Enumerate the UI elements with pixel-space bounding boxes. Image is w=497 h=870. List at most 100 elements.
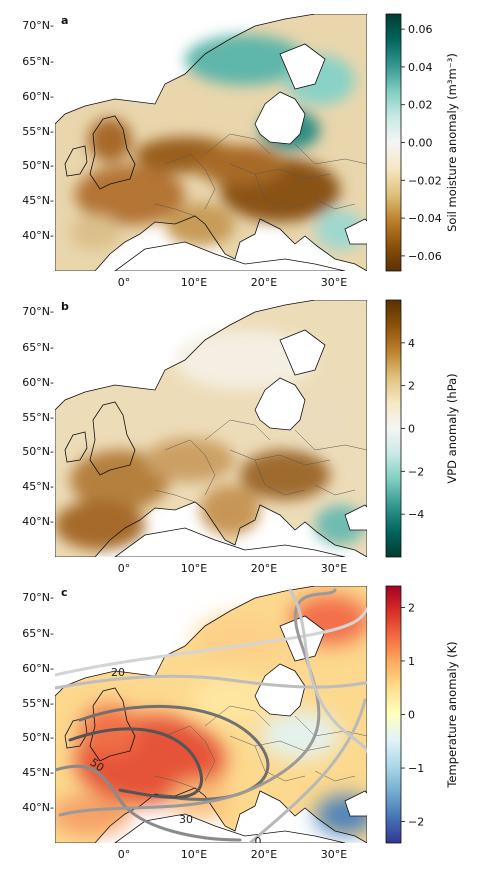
lat-tick-label: 70°N- <box>22 591 54 604</box>
contour-line <box>288 588 367 754</box>
country-border <box>229 163 331 180</box>
coastline-ireland <box>64 431 88 463</box>
panel-c-contours <box>55 588 367 843</box>
colorbar: 2 1 0 −1 −2 Temperature anomaly (K) <box>385 585 459 844</box>
lat-tick-label: 55°N- <box>22 125 54 138</box>
contour-line <box>58 588 337 817</box>
lon-tick-label: 10°E <box>181 562 207 575</box>
lat-tick-label: 50°N- <box>22 445 54 458</box>
contour-label: 0 <box>255 835 262 848</box>
colorbar-tick-label: 1 <box>408 655 415 668</box>
colorbar: 0.06 0.04 0.02 0.00 −0.02 −0.04 −0.06 Soil mois… <box>385 13 459 272</box>
panel-letter: c <box>61 586 68 599</box>
colorbar-tick-label: 0.06 <box>408 23 433 36</box>
lat-tick-label: 65°N- <box>22 55 54 68</box>
colorbar-tick-label: 0.04 <box>408 61 433 74</box>
lat-tick-label: 40°N- <box>22 515 54 528</box>
colorbar-tick-label: −1 <box>408 762 424 775</box>
country-border <box>154 203 196 217</box>
colorbar-tick-label: 0.02 <box>408 99 433 112</box>
mediterranean-sea <box>114 527 346 557</box>
colorbar: 4 2 0 −2 −4 VPD anomaly (hPa) <box>385 299 459 558</box>
country-border <box>314 770 356 782</box>
lat-tick-label: 50°N- <box>22 159 54 172</box>
colorbar-tick-label: −2 <box>408 816 424 829</box>
mediterranean-sea <box>114 813 346 843</box>
colorbar-tick-label: −0.06 <box>408 250 442 263</box>
contour-label: 30 <box>179 813 193 826</box>
baltic-sea <box>254 663 306 717</box>
lon-tick-label: 30°E <box>321 276 347 289</box>
colorbar-gradient-bar <box>385 13 402 272</box>
country-border <box>254 459 306 496</box>
lat-tick-label: 40°N- <box>22 229 54 242</box>
baltic-sea <box>254 91 306 145</box>
country-border <box>164 439 216 496</box>
country-border <box>204 419 271 441</box>
contour-line <box>68 727 203 799</box>
colorbar-tick-label: 2 <box>408 380 415 393</box>
lat-tick-label: 70°N- <box>22 19 54 32</box>
colorbar-tick-label: 2 <box>408 601 415 614</box>
country-border <box>314 484 356 496</box>
lat-tick-label: 70°N- <box>22 305 54 318</box>
lon-tick-label: 30°E <box>321 848 347 861</box>
colorbar-tick-label: 4 <box>408 337 415 350</box>
lon-tick-label: 20°E <box>251 276 277 289</box>
contour-line <box>248 698 367 843</box>
panel-letter: a <box>61 14 68 27</box>
lon-tick-label: 0° <box>118 562 131 575</box>
lat-tick-label: 60°N- <box>22 90 54 103</box>
axes-tick-labels: 70°N- 65°N- 60°N- 55°N- 50°N- 45°N- 40°N- 0° 10°… <box>22 14 347 861</box>
colorbar-label: VPD anomaly (hPa) <box>445 373 459 483</box>
coastline-continent <box>55 14 367 271</box>
ireland-land <box>65 432 87 462</box>
lat-tick-label: 65°N- <box>22 341 54 354</box>
contour-line <box>55 674 367 690</box>
colorbar-tick-label: −0.02 <box>408 174 442 187</box>
black-sea <box>344 504 367 531</box>
coastline-britain <box>89 115 136 190</box>
country-border <box>229 449 331 466</box>
colorbar-tick-label: −0.04 <box>408 212 442 225</box>
country-border <box>314 198 356 210</box>
country-border <box>294 715 367 737</box>
lon-tick-label: 10°E <box>181 848 207 861</box>
country-border <box>164 153 216 210</box>
panel-b-coastlines <box>55 300 367 557</box>
lat-tick-label: 65°N- <box>22 627 54 640</box>
lat-tick-label: 55°N- <box>22 411 54 424</box>
coastline-britain <box>89 687 136 762</box>
colorbar-tick-label: 0 <box>408 423 415 436</box>
colorbars: 0.06 0.04 0.02 0.00 −0.02 −0.04 −0.06 Soil mois… <box>385 13 459 844</box>
contour-line <box>55 764 242 842</box>
country-border <box>254 173 306 210</box>
contour-line <box>55 606 367 677</box>
lat-tick-label: 60°N- <box>22 376 54 389</box>
country-border <box>154 775 196 789</box>
colorbar-gradient-bar <box>385 585 402 844</box>
lon-tick-label: 0° <box>118 848 131 861</box>
lon-tick-label: 0° <box>118 276 131 289</box>
panel-a-anomaly-field <box>70 35 365 250</box>
contour-label: 20 <box>111 666 125 679</box>
colorbar-label: Temperature anomaly (K) <box>445 641 459 788</box>
black-sea <box>344 218 367 245</box>
gulf-of-bothnia <box>279 43 326 90</box>
colorbar-tick-label: −4 <box>408 508 424 521</box>
country-border <box>229 735 331 752</box>
lat-tick-label: 60°N- <box>22 662 54 675</box>
lat-tick-label: 50°N- <box>22 731 54 744</box>
panel-letter: b <box>61 300 69 313</box>
lat-tick-label: 55°N- <box>22 697 54 710</box>
country-border <box>164 725 216 782</box>
colorbar-tick-label: −2 <box>408 465 424 478</box>
coastline-continent <box>55 300 367 557</box>
panel-a-soil-moisture-map <box>55 14 367 271</box>
lon-tick-label: 20°E <box>251 848 277 861</box>
lon-tick-label: 10°E <box>181 276 207 289</box>
panel-b-vpd-map <box>55 300 367 557</box>
black-sea <box>344 790 367 817</box>
